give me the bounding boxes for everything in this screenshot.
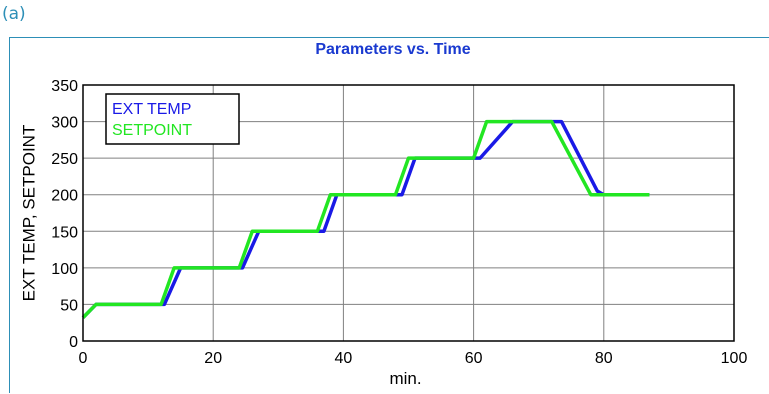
x-tick-label-2: 40 bbox=[335, 350, 353, 367]
chart-title: Parameters vs. Time bbox=[315, 41, 470, 58]
y-tick-label-5: 250 bbox=[51, 151, 78, 168]
y-tick-label-1: 50 bbox=[60, 297, 78, 314]
legend-entry-2: SETPOINT bbox=[112, 122, 192, 139]
x-tick-label-4: 80 bbox=[595, 350, 613, 367]
legend-entry-1: EXT TEMP bbox=[112, 101, 191, 118]
y-tick-label-7: 350 bbox=[51, 78, 78, 95]
y-tick-label-0: 0 bbox=[69, 334, 78, 351]
tick-labels: 0 20 40 60 80 100 0 50 100 150 200 250 300 350 bbox=[51, 78, 747, 367]
y-tick-label-2: 100 bbox=[51, 261, 78, 278]
panel-label: (a) bbox=[2, 4, 26, 24]
plot-border bbox=[82, 84, 735, 342]
x-tick-label-3: 60 bbox=[465, 350, 483, 367]
series-line-2 bbox=[81, 119, 650, 319]
x-tick-label-5: 100 bbox=[721, 350, 748, 367]
y-tick-label-3: 150 bbox=[51, 224, 78, 241]
figure-frame: Parameters vs. Time 0 20 40 60 80 100 0 50 100 15… bbox=[9, 37, 769, 393]
y-tick-label-4: 200 bbox=[51, 188, 78, 205]
legend: EXT TEMP SETPOINT bbox=[105, 93, 240, 145]
x-tick-label-1: 20 bbox=[204, 350, 222, 367]
series-lines bbox=[81, 119, 650, 319]
line-chart: Parameters vs. Time 0 20 40 60 80 100 0 50 100 15… bbox=[20, 41, 748, 388]
x-axis-label: min. bbox=[389, 369, 421, 388]
legend-box bbox=[105, 93, 240, 145]
x-tick-label-0: 0 bbox=[79, 350, 88, 367]
y-axis-label: EXT TEMP, SETPOINT bbox=[20, 125, 39, 302]
y-tick-label-6: 300 bbox=[51, 115, 78, 132]
